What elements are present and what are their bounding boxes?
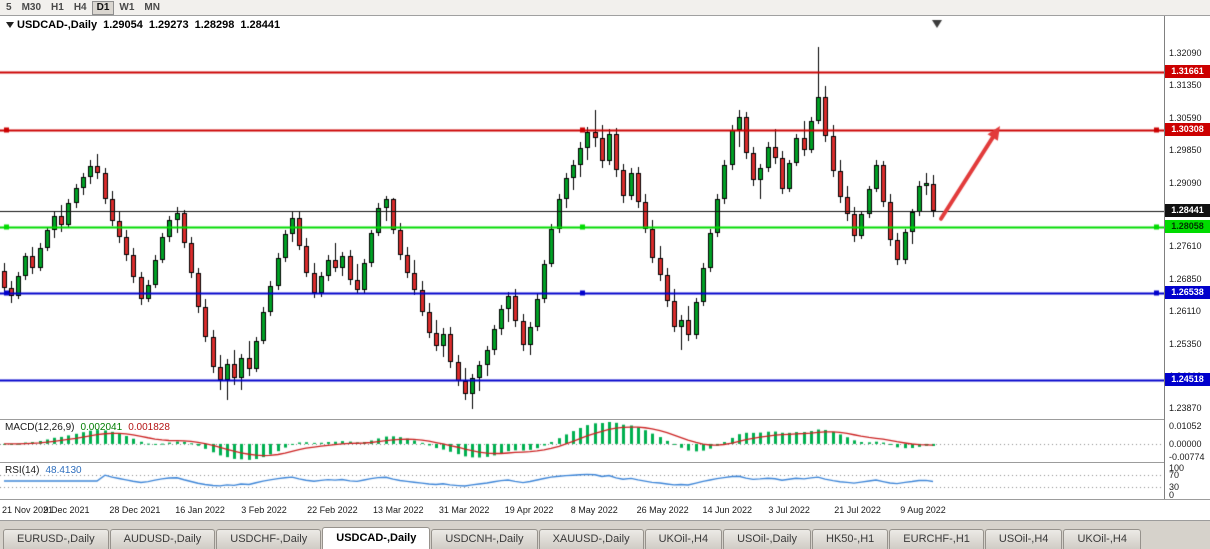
price-level-box-1.26538: 1.26538 <box>1165 285 1210 299</box>
axis-tick-label: 1.25350 <box>1169 338 1202 349</box>
date-label: 21 Nov 2021 <box>2 505 54 515</box>
one-click-trading-icon[interactable] <box>6 22 14 29</box>
axis-tick-label: 30 <box>1169 481 1180 492</box>
date-label: 22 Feb 2022 <box>307 505 358 515</box>
timeframe-toolbar: 5 M30 H1 H4 D1 W1 MN <box>0 0 1210 16</box>
date-label: 19 Apr 2022 <box>504 505 554 515</box>
chart-tab-usdcad-daily[interactable]: USDCAD-,Daily <box>322 527 431 549</box>
date-label: 28 Dec 2021 <box>109 505 161 515</box>
axis-tick-label: 70 <box>1169 470 1180 481</box>
chart-tab-usoil-h4[interactable]: USOil-,H4 <box>984 529 1063 549</box>
chart-tab-usoil-daily[interactable]: USOil-,Daily <box>723 529 811 549</box>
chart-tab-audusd-daily[interactable]: AUDUSD-,Daily <box>109 529 216 549</box>
date-label: 9 Dec 2021 <box>43 505 90 515</box>
price-axis[interactable]: 1.320901.313501.305901.298501.290901.283… <box>1164 16 1210 500</box>
quote-close: 1.28441 <box>240 19 281 31</box>
timeframe-button-H4[interactable]: H4 <box>73 1 87 13</box>
candlestick-chart-canvas[interactable] <box>0 16 1164 419</box>
price-level-box-1.31661: 1.31661 <box>1165 64 1210 78</box>
chart-tab-hk50-h1[interactable]: HK50-,H1 <box>812 529 889 549</box>
price-level-box-1.28441: 1.28441 <box>1165 203 1210 217</box>
pane-separator[interactable] <box>0 462 1210 463</box>
axis-tick-label: 0.01052 <box>1169 421 1202 431</box>
axis-tick-label: -0.00774 <box>1169 452 1205 462</box>
timeframe-button-MN[interactable]: MN <box>144 1 160 13</box>
macd-value-main: 0.002041 <box>80 422 123 433</box>
quote-low: 1.28298 <box>194 19 235 31</box>
axis-tick-label: 1.26110 <box>1169 306 1201 317</box>
date-label: 3 Jul 2022 <box>768 505 810 515</box>
price-level-box-1.24518: 1.24518 <box>1165 372 1210 386</box>
rsi-pane-canvas[interactable] <box>0 463 1164 499</box>
macd-pane-canvas[interactable] <box>0 420 1164 462</box>
rsi-value: 48.4130 <box>45 465 82 476</box>
axis-tick-label: 100 <box>1169 463 1185 473</box>
chart-tab-eurchf-h1[interactable]: EURCHF-,H1 <box>889 529 984 549</box>
timeframe-button-5[interactable]: 5 <box>6 1 12 13</box>
axis-tick-label: 1.31350 <box>1169 80 1202 91</box>
timeframe-button-W1[interactable]: W1 <box>119 1 135 13</box>
axis-tick-label: 1.26850 <box>1169 274 1202 285</box>
macd-name: MACD(12,26,9) <box>5 422 75 433</box>
macd-label: MACD(12,26,9) 0.002041 0.001828 <box>5 422 170 433</box>
rsi-name: RSI(14) <box>5 465 40 476</box>
date-label: 8 May 2022 <box>570 505 618 515</box>
axis-tick-label: 1.30590 <box>1169 112 1202 123</box>
axis-tick-label: 1.29090 <box>1169 177 1202 188</box>
date-label: 21 Jul 2022 <box>834 505 881 515</box>
date-label: 14 Jun 2022 <box>702 505 753 515</box>
rsi-label: RSI(14) 48.4130 <box>5 465 82 476</box>
date-label: 16 Jan 2022 <box>175 505 225 515</box>
chart-tab-ukoil-h4[interactable]: UKOil-,H4 <box>644 529 723 549</box>
chart-tab-usdcnh-daily[interactable]: USDCNH-,Daily <box>431 529 538 549</box>
quote-high: 1.29273 <box>148 19 189 31</box>
pane-separator[interactable] <box>0 419 1210 420</box>
chart-tab-usdchf-daily[interactable]: USDCHF-,Daily <box>216 529 322 549</box>
chart-tabs: EURUSD-,Daily AUDUSD-,Daily USDCHF-,Daily U… <box>0 520 1210 549</box>
axis-tick-label: 1.23870 <box>1169 402 1202 413</box>
chart-symbol: USDCAD-,Daily <box>17 19 98 31</box>
axis-tick-label: 1.27610 <box>1169 241 1202 252</box>
quote-open: 1.29054 <box>103 19 143 31</box>
timeframe-button-D1[interactable]: D1 <box>91 0 115 15</box>
timeframe-button-H1[interactable]: H1 <box>51 1 64 13</box>
date-label: 9 Aug 2022 <box>900 505 946 515</box>
chart-tab-ukoil-h4[interactable]: UKOil-,H4 <box>1063 529 1141 549</box>
axis-tick-label: 0 <box>1169 490 1175 500</box>
macd-value-signal: 0.001828 <box>128 422 170 433</box>
chart-tab-xauusd-daily[interactable]: XAUUSD-,Daily <box>538 529 644 549</box>
axis-tick-label: 0.00000 <box>1169 438 1202 449</box>
axis-tick-label: 1.29850 <box>1169 144 1202 155</box>
timeframe-button-M30[interactable]: M30 <box>21 1 42 13</box>
date-label: 26 May 2022 <box>636 505 689 515</box>
date-label: 3 Feb 2022 <box>241 505 287 515</box>
chart-title: USDCAD-,Daily 1.29054 1.29273 1.28298 1.2844… <box>6 19 280 31</box>
time-axis[interactable]: 21 Nov 2021 9 Dec 2021 28 Dec 2021 16 Jan 2… <box>0 499 1210 520</box>
axis-tick-label: 1.32090 <box>1169 48 1202 59</box>
date-label: 31 Mar 2022 <box>438 505 490 515</box>
chart-area[interactable]: USDCAD-,Daily 1.29054 1.29273 1.28298 1.2844… <box>0 16 1210 500</box>
date-label: 13 Mar 2022 <box>373 505 424 515</box>
price-level-box-1.28058: 1.28058 <box>1165 220 1210 234</box>
price-level-box-1.30308: 1.30308 <box>1165 122 1210 136</box>
chart-tab-eurusd-daily[interactable]: EURUSD-,Daily <box>3 529 109 549</box>
